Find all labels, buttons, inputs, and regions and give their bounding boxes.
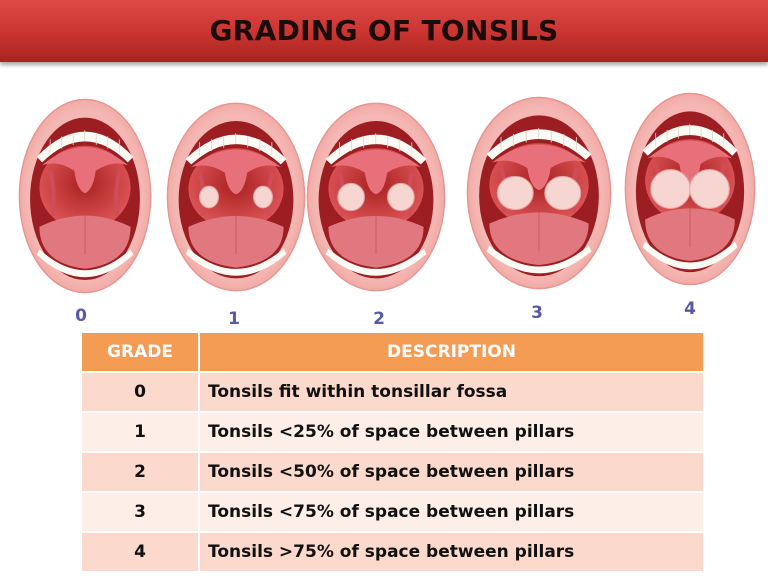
mouth-illustration-0 [18, 98, 152, 294]
grade-cell: 4 [82, 531, 200, 571]
left-tonsil-shape [496, 175, 534, 211]
table-row: 1 Tonsils <25% of space between pillars [82, 411, 703, 452]
description-cell: Tonsils >75% of space between pillars [199, 531, 703, 571]
right-tonsil-shape [387, 182, 415, 212]
description-column-header: DESCRIPTION [199, 333, 703, 372]
right-tonsil-shape [544, 175, 582, 211]
palate-uvula-shape [191, 149, 281, 195]
table-row: 0 Tonsils fit within tonsillar fossa [82, 371, 703, 412]
lower-teeth-shape [185, 248, 287, 276]
grade-column-header: GRADE [82, 333, 200, 372]
lower-teeth-shape [325, 248, 427, 276]
left-tonsil-shape [198, 185, 220, 209]
grade-label-3: 3 [531, 303, 543, 323]
palate-uvula-shape [647, 140, 733, 187]
table-row: 3 Tonsils <75% of space between pillars [82, 491, 703, 532]
description-cell: Tonsils fit within tonsillar fossa [199, 371, 703, 412]
upper-teeth-shape [642, 125, 738, 156]
grade-cell: 3 [82, 491, 200, 532]
description-cell: Tonsils <25% of space between pillars [199, 411, 703, 452]
upper-teeth-shape [36, 131, 134, 163]
grade-label-4: 4 [684, 299, 696, 319]
mouth-illustration-1 [166, 102, 306, 292]
page-title: GRADING OF TONSILS [209, 14, 559, 47]
table-header-row: GRADE DESCRIPTION [82, 333, 703, 372]
lower-teeth-shape [642, 241, 738, 270]
mouth-illustration-2 [306, 102, 446, 292]
right-tonsil-shape [689, 169, 730, 209]
description-cell: Tonsils <75% of space between pillars [199, 491, 703, 532]
right-tonsil-shape [252, 185, 274, 209]
table-row: 4 Tonsils >75% of space between pillars [82, 531, 703, 571]
grade-label-2: 2 [373, 309, 385, 329]
title-banner: GRADING OF TONSILS [0, 0, 768, 62]
left-tonsil-shape [337, 182, 365, 212]
grade-label-1: 1 [228, 309, 240, 329]
grade-cell: 0 [82, 371, 200, 412]
lower-teeth-shape [36, 249, 134, 278]
upper-teeth-shape [325, 134, 427, 165]
grade-cell: 1 [82, 411, 200, 452]
palate-uvula-shape [492, 144, 586, 191]
palate-uvula-shape [42, 147, 128, 194]
palate-uvula-shape [331, 149, 421, 195]
left-tonsil-shape [650, 169, 691, 209]
mouth-illustration-4 [624, 92, 756, 286]
grading-table: GRADE DESCRIPTION 0 Tonsils fit within t… [82, 333, 703, 571]
grade-cell: 2 [82, 451, 200, 492]
description-cell: Tonsils <50% of space between pillars [199, 451, 703, 492]
lower-teeth-shape [486, 245, 592, 274]
upper-teeth-shape [185, 134, 287, 165]
mouth-illustration-3 [466, 96, 612, 290]
upper-teeth-shape [486, 129, 592, 160]
table-row: 2 Tonsils <50% of space between pillars [82, 451, 703, 492]
grade-label-0: 0 [75, 306, 87, 326]
